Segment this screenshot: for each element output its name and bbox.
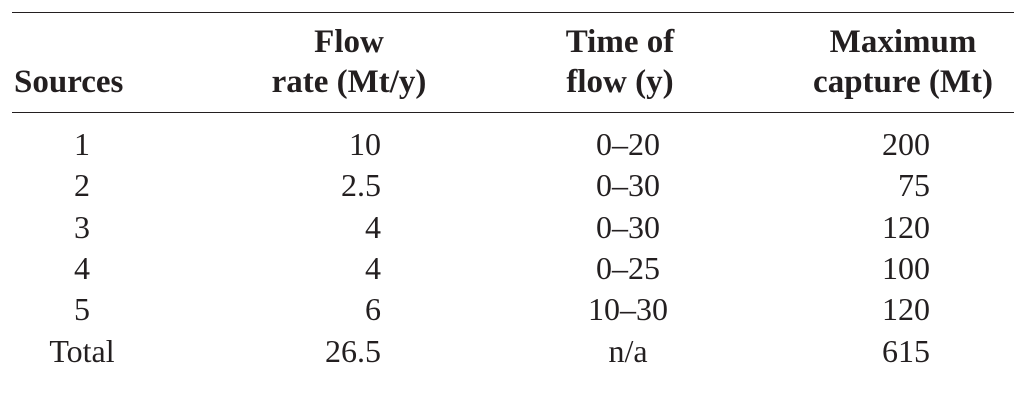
header-cell: flow (y): [566, 64, 674, 100]
table-cell: 120: [882, 208, 930, 245]
table-cell: n/a: [608, 332, 648, 369]
table-cell: 615: [882, 332, 930, 369]
table-cell: 26.5: [325, 332, 381, 369]
table-cell: 200: [882, 126, 930, 162]
header-cell: Maximum: [829, 24, 977, 60]
table-cell: 3: [74, 208, 90, 245]
table-cell: 6: [365, 291, 381, 328]
header-cell: Sources: [14, 64, 124, 100]
table-cell: 1: [74, 126, 90, 162]
table-cell: 4: [74, 249, 90, 286]
header-cell: capture (Mt): [813, 64, 993, 100]
header-rule: [12, 112, 1014, 113]
top-rule: [12, 12, 1014, 13]
table-cell: 10: [349, 126, 381, 162]
header-cell: rate (Mt/y): [271, 64, 427, 100]
table-cell: 75: [898, 167, 930, 204]
table-cell: 5: [74, 291, 90, 328]
table-cell: 100: [882, 249, 930, 286]
table-cell: 0–30: [596, 208, 660, 245]
header-cell: Flow: [314, 24, 384, 60]
table-cell: 4: [365, 208, 381, 245]
table-cell: 2.5: [341, 167, 381, 204]
table-cell: 4: [365, 249, 381, 286]
table-cell: 2: [74, 167, 90, 204]
table-cell: Total: [49, 332, 115, 369]
table-cell: 120: [882, 291, 930, 328]
header-cell: Time of: [565, 24, 675, 60]
table-cell: 0–25: [596, 249, 660, 286]
table-cell: 0–30: [596, 167, 660, 204]
table-cell: 0–20: [596, 126, 660, 162]
table-cell: 10–30: [588, 291, 668, 328]
